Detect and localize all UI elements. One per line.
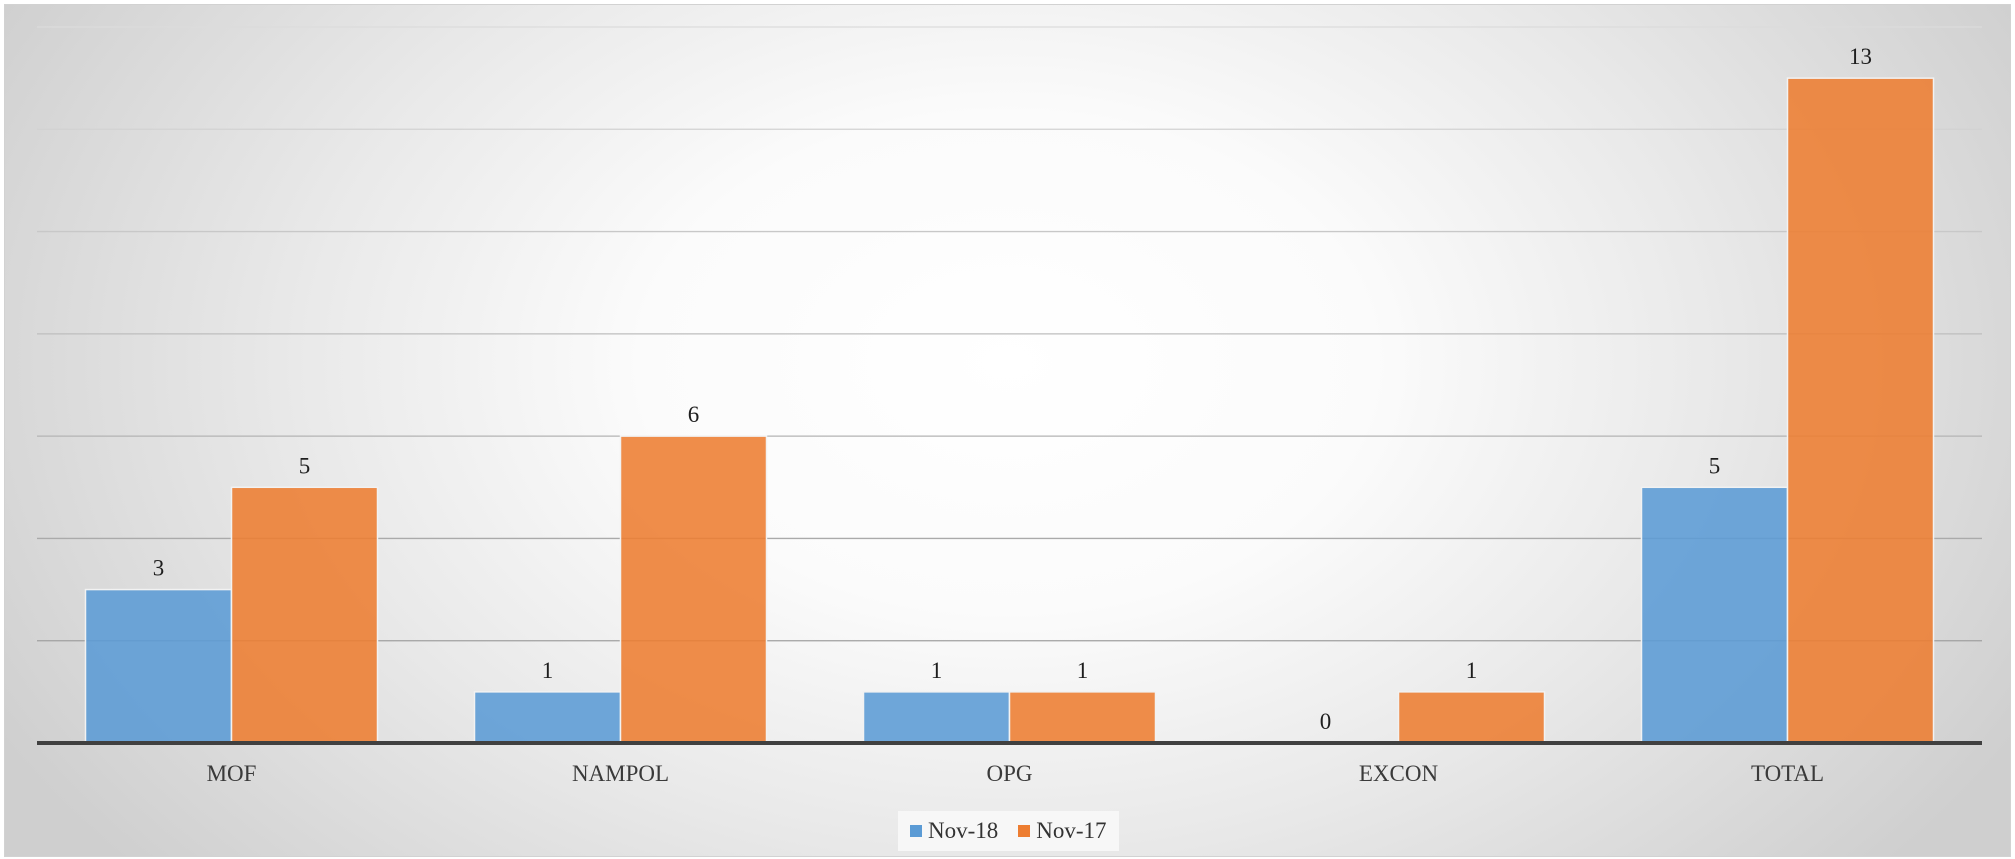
- bar-total-nov-17[interactable]: [1786, 77, 1935, 744]
- x-tick-excon: EXCON: [1359, 761, 1439, 786]
- x-tick-nampol: NAMPOL: [572, 761, 669, 786]
- data-label-excon-nov-17: 1: [1466, 658, 1478, 683]
- data-label-total-nov-17: 13: [1849, 44, 1872, 69]
- data-label-opg-nov-18: 1: [931, 658, 943, 683]
- chart-area: 3 5 1 6 1 1 0 1 5 13 MOF NAMPOL OPG EXCON TOTAL Nov-1…: [4, 4, 2011, 857]
- data-label-mof-nov-17: 5: [299, 453, 311, 478]
- bar-nampol-nov-18[interactable]: [473, 691, 622, 744]
- bars: [84, 77, 1935, 744]
- legend: Nov-18 Nov-17: [898, 811, 1119, 851]
- legend-swatch-nov-17: [1018, 825, 1031, 837]
- x-tick-opg: OPG: [986, 761, 1032, 786]
- data-label-opg-nov-17: 1: [1077, 658, 1089, 683]
- bar-opg-nov-17[interactable]: [1008, 691, 1157, 744]
- legend-label-nov-18: Nov-18: [928, 818, 999, 843]
- bar-mof-nov-18[interactable]: [84, 588, 233, 744]
- x-tick-total: TOTAL: [1751, 761, 1824, 786]
- bar-excon-nov-17[interactable]: [1397, 691, 1546, 744]
- data-label-total-nov-18: 5: [1709, 453, 1721, 478]
- legend-label-nov-17: Nov-17: [1036, 818, 1107, 843]
- bar-total-nov-18[interactable]: [1640, 486, 1789, 744]
- x-tick-labels: MOF NAMPOL OPG EXCON TOTAL: [207, 761, 1824, 786]
- x-tick-mof: MOF: [207, 761, 257, 786]
- data-label-nampol-nov-18: 1: [542, 658, 554, 683]
- legend-item-nov-18[interactable]: Nov-18: [910, 818, 998, 844]
- legend-item-nov-17[interactable]: Nov-17: [1018, 818, 1107, 844]
- data-label-nampol-nov-17: 6: [688, 402, 700, 427]
- bar-opg-nov-18[interactable]: [862, 691, 1011, 744]
- data-label-excon-nov-18: 0: [1320, 709, 1332, 734]
- legend-swatch-nov-18: [910, 825, 922, 837]
- bar-mof-nov-17[interactable]: [230, 486, 379, 744]
- bar-nampol-nov-17[interactable]: [619, 435, 768, 744]
- data-label-mof-nov-18: 3: [153, 556, 165, 581]
